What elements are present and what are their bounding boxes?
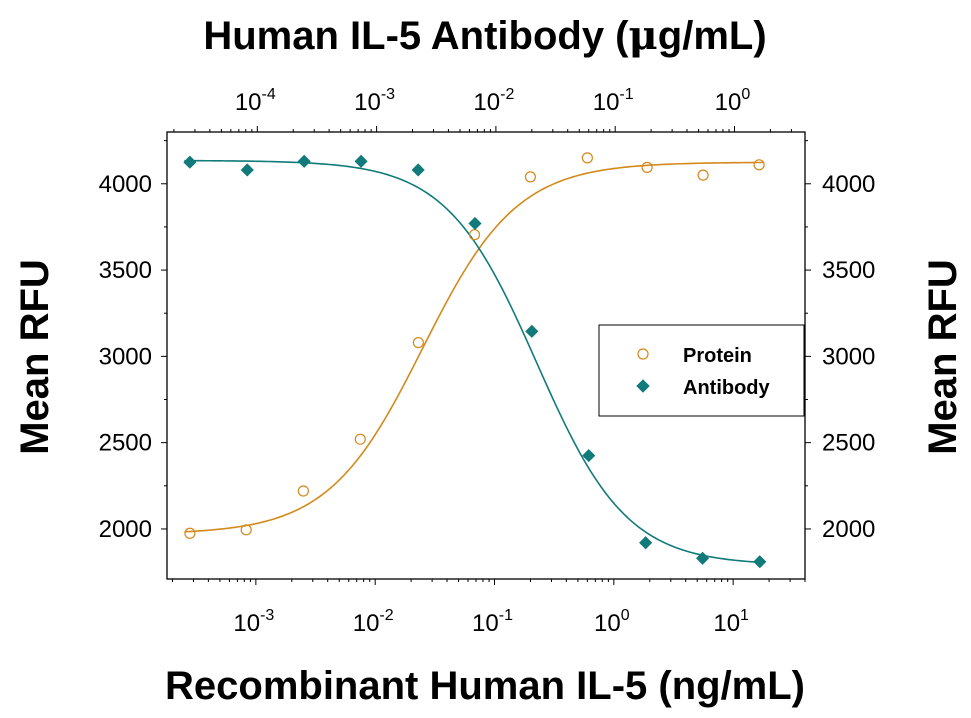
top-axis-tick-label: 10-2 xyxy=(473,86,514,116)
antibody-data-point xyxy=(468,216,482,231)
bottom-axis-tick-label: 10-1 xyxy=(472,607,513,637)
legend-box xyxy=(598,324,805,417)
antibody-data-point xyxy=(695,551,710,565)
data-points xyxy=(183,152,767,569)
bottom-axis-tick-label: 100 xyxy=(594,607,630,637)
legend-label-protein: Protein xyxy=(683,345,752,367)
right-y-tick-label: 4000 xyxy=(822,171,875,198)
right-y-tick-label: 3000 xyxy=(822,343,875,370)
protein-data-point xyxy=(297,485,309,497)
bottom-axis-tick-label: 10-2 xyxy=(353,607,394,637)
fit-curve-protein xyxy=(184,161,765,533)
left-y-tick-label: 3000 xyxy=(99,343,152,370)
y-axis-ticks: 2000 2000 2500 2500 3000 3000 3500 3500 4000 4000 xyxy=(99,140,875,543)
protein-data-point xyxy=(184,527,196,539)
plot-frame xyxy=(166,131,806,580)
antibody-data-point xyxy=(240,163,254,177)
legend-marker-protein xyxy=(637,348,649,360)
antibody-data-point xyxy=(183,155,197,169)
protein-data-point xyxy=(240,524,252,536)
antibody-data-point xyxy=(297,154,311,168)
bottom-axis-tick-label: 101 xyxy=(713,607,749,637)
antibody-data-point xyxy=(582,449,596,463)
top-axis-tick-label: 10-1 xyxy=(593,86,634,116)
protein-data-point xyxy=(412,336,424,349)
top-axis-ticks: 10-4 10-3 10-2 10-1 100 xyxy=(173,86,792,132)
bottom-axis-title: Recombinant Human IL-5 (ng/mL) xyxy=(165,664,805,708)
protein-data-point xyxy=(581,152,593,164)
protein-data-point xyxy=(468,229,481,241)
protein-data-point xyxy=(753,159,765,171)
top-axis-tick-label: 100 xyxy=(715,86,751,116)
right-y-axis-title: Mean RFU xyxy=(921,259,965,455)
antibody-data-point xyxy=(639,536,653,550)
top-axis-title: Human IL-5 Antibody (μg/mL) xyxy=(203,12,766,59)
protein-data-point xyxy=(354,433,366,445)
left-y-tick-label: 2000 xyxy=(99,516,152,543)
antibody-data-point xyxy=(411,163,425,177)
right-y-tick-label: 2000 xyxy=(822,516,875,543)
left-y-axis-title: Mean RFU xyxy=(13,259,57,455)
right-y-tick-label: 3500 xyxy=(822,257,875,284)
fit-curves xyxy=(184,159,765,564)
bottom-axis-tick-label: 10-3 xyxy=(233,607,274,637)
legend-marker-antibody xyxy=(636,379,650,393)
legend: Protein Antibody xyxy=(598,324,805,417)
fit-curve-antibody xyxy=(184,159,765,564)
protein-data-point xyxy=(641,161,653,173)
antibody-data-point xyxy=(525,324,539,338)
top-axis-tick-label: 10-3 xyxy=(354,86,395,116)
protein-data-point xyxy=(697,169,709,181)
protein-data-point xyxy=(524,171,537,183)
left-y-tick-label: 3500 xyxy=(99,257,152,284)
bottom-axis-ticks: 10-3 10-2 10-1 100 101 xyxy=(171,579,806,637)
antibody-data-point xyxy=(753,555,767,569)
antibody-data-point xyxy=(354,154,368,168)
left-y-tick-label: 4000 xyxy=(99,171,152,198)
left-y-tick-label: 2500 xyxy=(99,430,152,457)
legend-label-antibody: Antibody xyxy=(683,377,771,399)
right-y-tick-label: 2500 xyxy=(822,430,875,457)
top-axis-tick-label: 10-4 xyxy=(235,86,276,116)
